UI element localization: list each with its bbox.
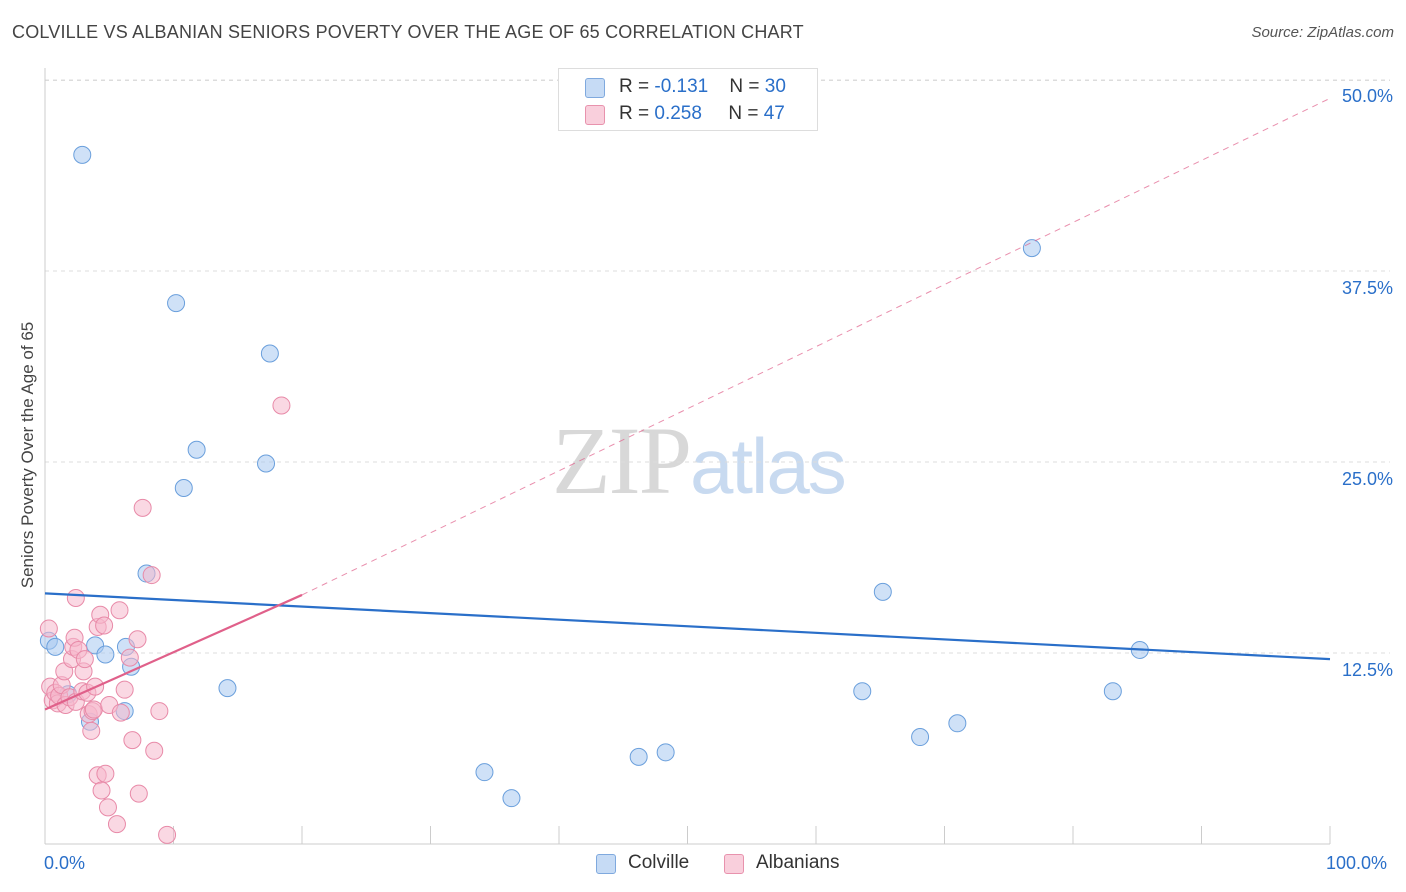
- colville-point-24: [948, 714, 967, 733]
- colville-point-19: [629, 747, 648, 766]
- colville-point-6: [96, 645, 115, 664]
- r-value-colville: -0.131: [654, 76, 709, 97]
- albanians-point-42: [142, 566, 161, 585]
- colville-point-21: [853, 682, 872, 701]
- albanians-point-40: [129, 784, 148, 803]
- source-label: Source: ZipAtlas.com: [1251, 24, 1394, 41]
- colville-swatch: [585, 78, 605, 98]
- albanians-trend-extension: [301, 97, 1331, 596]
- albanians-point-36: [115, 680, 134, 699]
- colville-point-17: [475, 763, 494, 782]
- colville-point-16: [260, 344, 279, 363]
- albanians-point-35: [111, 703, 130, 722]
- n-value-albanians: 47: [763, 103, 785, 124]
- albanians-trend-line: [44, 593, 303, 711]
- colville-point-23: [911, 728, 930, 747]
- colville-point-26: [1103, 682, 1122, 701]
- stats-legend: R = -0.131 N = 30 R = 0.258 N = 47: [558, 68, 818, 131]
- colville-point-25: [1022, 239, 1041, 258]
- n-label: N =: [729, 76, 765, 97]
- albanians-legend-swatch: [724, 854, 744, 874]
- albanians-point-45: [158, 825, 177, 844]
- colville-point-3: [73, 145, 92, 164]
- y-tick-label-37-5: 37.5%: [1341, 278, 1393, 298]
- albanians-point-44: [150, 702, 169, 721]
- albanians-point-39: [128, 630, 147, 649]
- x-tick-label-0: 0.0%: [44, 853, 86, 873]
- albanians-point-33: [107, 815, 126, 834]
- colville-trend-line: [44, 592, 1331, 661]
- colville-legend-swatch: [596, 854, 616, 874]
- albanians-point-14: [66, 588, 85, 607]
- y-tick-label-12-5: 12.5%: [1341, 660, 1393, 680]
- albanians-point-31: [98, 798, 117, 817]
- albanians-swatch: [585, 105, 605, 125]
- albanians-point-0: [39, 619, 58, 638]
- albanians-point-37: [120, 648, 139, 667]
- colville-point-15: [257, 454, 276, 473]
- chart-title: COLVILLE VS ALBANIAN SENIORS POVERTY OVE…: [12, 22, 804, 42]
- colville-point-13: [187, 440, 206, 459]
- albanians-point-46: [272, 396, 291, 415]
- y-tick-label-25: 25.0%: [1341, 469, 1393, 489]
- x-tick-label-100: 100.0%: [1326, 853, 1388, 873]
- r-label: R =: [619, 76, 655, 97]
- albanians-legend-label: Albanians: [756, 852, 840, 873]
- albanians-point-34: [110, 601, 129, 620]
- y-tick-label-50: 50.0%: [1341, 86, 1393, 106]
- colville-point-20: [656, 743, 675, 762]
- albanians-point-21: [82, 721, 101, 740]
- albanians-point-23: [84, 700, 103, 719]
- colville-point-22: [873, 582, 892, 601]
- albanians-point-28: [92, 781, 111, 800]
- albanians-point-30: [96, 764, 115, 783]
- albanians-point-38: [123, 731, 142, 750]
- colville-point-18: [502, 789, 521, 808]
- colville-legend-label: Colville: [628, 852, 690, 873]
- y-axis-label: Seniors Poverty Over the Age of 65: [18, 321, 37, 589]
- colville-point-11: [167, 294, 186, 313]
- albanians-point-43: [145, 741, 164, 760]
- n-value-colville: 30: [764, 76, 786, 97]
- n-label: N =: [728, 103, 764, 124]
- albanians-point-29: [95, 616, 114, 635]
- colville-point-1: [46, 637, 65, 656]
- watermark-zip: ZIP: [552, 407, 692, 514]
- colville-point-12: [174, 478, 193, 497]
- albanians-point-18: [75, 650, 94, 669]
- r-label: R =: [619, 103, 655, 124]
- r-value-albanians: 0.258: [654, 103, 702, 124]
- watermark: ZIPatlas: [552, 405, 847, 516]
- albanians-point-41: [133, 498, 152, 517]
- colville-point-14: [218, 679, 237, 698]
- watermark-atlas: atlas: [690, 422, 847, 510]
